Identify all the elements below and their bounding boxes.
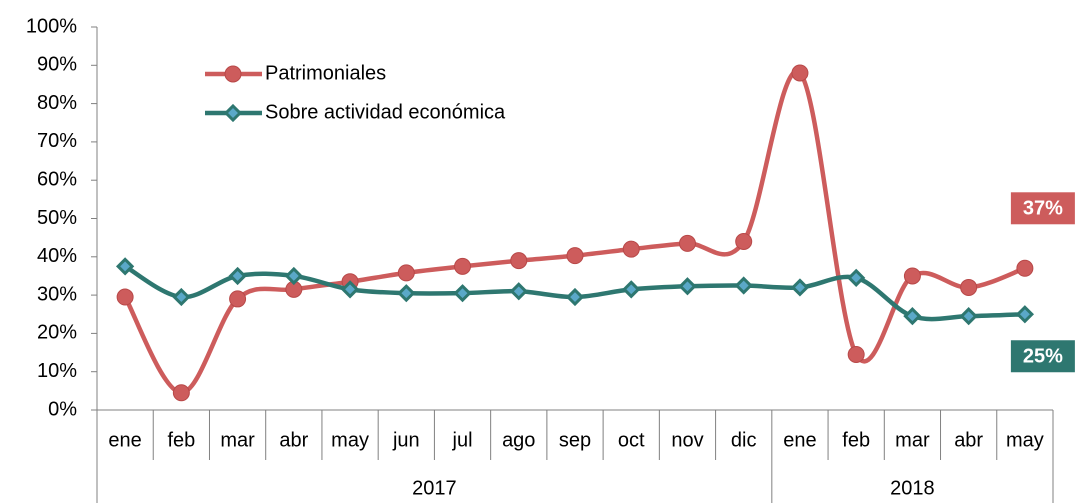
value-label-box (1010, 340, 1075, 373)
data-point (228, 266, 247, 286)
series-line (123, 69, 1026, 396)
data-point (735, 232, 753, 250)
x-tick-label: sep (559, 429, 591, 451)
value-label: 25% (1023, 346, 1063, 368)
data-point (622, 280, 641, 299)
data-point (903, 307, 922, 326)
legend-label: Patrimoniales (265, 62, 386, 84)
y-tick-label: 100% (26, 15, 77, 37)
legend-marker (223, 103, 243, 123)
data-point (116, 288, 134, 306)
data-point (791, 64, 809, 82)
y-tick-label: 40% (37, 245, 77, 267)
data-point (115, 257, 135, 276)
data-point (790, 278, 810, 297)
data-point (510, 252, 528, 270)
x-tick-label: oct (618, 429, 645, 451)
x-tick-label: mar (220, 429, 255, 451)
data-point (340, 280, 360, 299)
data-point (566, 247, 584, 265)
group-label: 2017 (412, 477, 457, 499)
data-point (1015, 305, 1035, 324)
data-point (453, 284, 472, 303)
data-point (565, 287, 585, 307)
x-tick-label: abr (954, 429, 983, 451)
data-point (397, 284, 416, 303)
data-point (960, 278, 978, 296)
legend-marker (224, 65, 242, 83)
x-tick-label: ago (502, 429, 535, 451)
data-point (734, 276, 753, 295)
data-point (397, 264, 415, 282)
y-tick-label: 20% (37, 322, 77, 344)
x-tick-label: dic (731, 429, 757, 451)
data-point (622, 240, 640, 258)
data-point (678, 234, 696, 252)
x-tick-label: nov (671, 429, 703, 451)
x-tick-label: may (331, 429, 369, 451)
x-tick-label: mar (895, 429, 930, 451)
data-point (454, 257, 472, 275)
data-point (284, 266, 303, 286)
data-point (1016, 259, 1034, 277)
y-tick-label: 0% (48, 398, 77, 420)
y-tick-label: 50% (37, 207, 77, 229)
value-label: 37% (1023, 198, 1063, 220)
y-tick-label: 70% (37, 130, 77, 152)
x-tick-label: jun (392, 429, 420, 451)
x-tick-label: feb (842, 429, 870, 451)
x-tick-label: may (1006, 429, 1044, 451)
y-tick-label: 90% (37, 54, 77, 76)
data-point (678, 277, 697, 296)
data-point (903, 267, 921, 285)
x-tick-label: jul (452, 429, 473, 451)
y-tick-label: 10% (37, 360, 77, 382)
data-point (509, 282, 528, 301)
group-label: 2018 (890, 477, 935, 499)
data-point (959, 307, 978, 326)
x-tick-label: ene (783, 429, 816, 451)
x-tick-label: ene (108, 429, 141, 451)
data-point (847, 345, 865, 363)
y-tick-label: 60% (37, 168, 77, 190)
data-point (172, 384, 190, 402)
data-point (847, 268, 866, 287)
legend-label: Sobre actividad económica (265, 101, 506, 123)
x-tick-label: abr (279, 429, 308, 451)
value-label-box (1010, 192, 1075, 225)
x-tick-label: feb (167, 429, 195, 451)
y-tick-label: 30% (37, 283, 77, 305)
data-point (172, 287, 191, 307)
data-point (229, 290, 247, 308)
y-tick-label: 80% (37, 92, 77, 114)
